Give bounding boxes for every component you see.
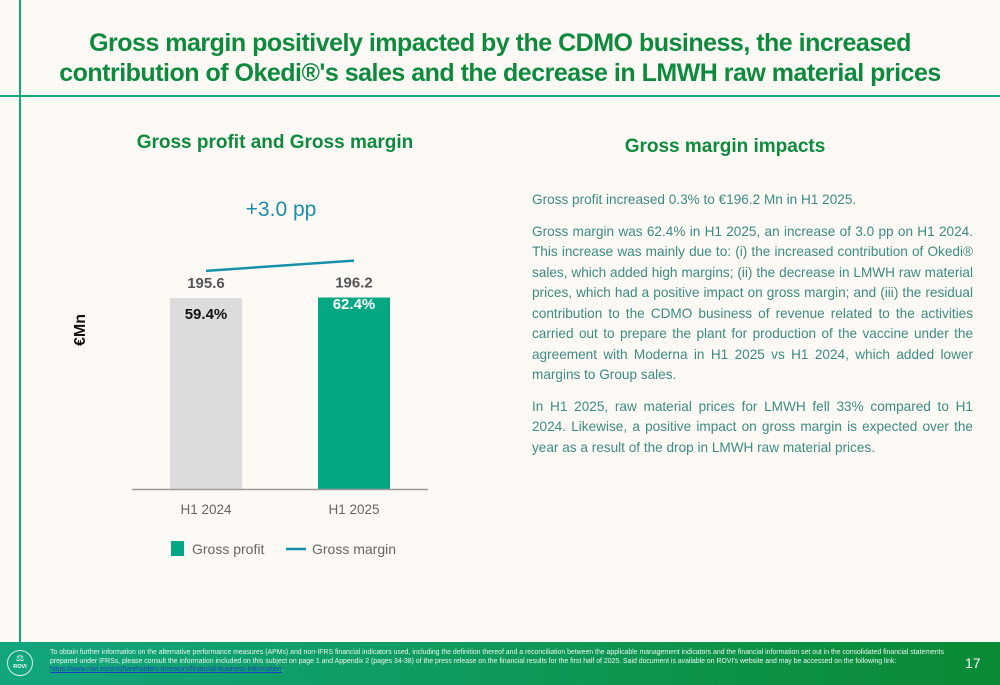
footer-link[interactable]: https://www.rovi.es/en/shareholders-inve… xyxy=(50,666,282,673)
y-axis-label: €Mn xyxy=(72,314,89,346)
legend-gross-profit-swatch xyxy=(171,541,184,556)
impacts-paragraph: In H1 2025, raw material prices for LMWH… xyxy=(532,398,973,455)
x-tick-label: H1 2024 xyxy=(180,502,232,517)
y-tick-label: 250 xyxy=(144,239,164,253)
impacts-heading: Gross margin impacts xyxy=(624,136,826,157)
page-number: 17 xyxy=(965,655,981,671)
rovi-logo: ⚖ ROVI xyxy=(7,650,33,676)
gross-profit-bar xyxy=(318,297,390,489)
gross-profit-value-label: 195.6 xyxy=(187,275,225,292)
x-tick-label: H1 2025 xyxy=(328,502,379,517)
gross-margin-line xyxy=(205,259,355,273)
footer-disclaimer: To obtain further information on the alt… xyxy=(50,649,945,673)
chart-heading: Gross profit and Gross margin xyxy=(136,132,414,153)
footer-bar: ⚖ ROVI To obtain further information on … xyxy=(0,642,1000,685)
y-tick-label: 100 xyxy=(144,385,164,399)
left-accent-line xyxy=(19,0,21,642)
slide-title: Gross margin positively impacted by the … xyxy=(59,29,941,87)
gross-profit-chart: 050100150200250 €Mn +3.0 pp 195.6196.259… xyxy=(72,198,428,557)
gross-margin-value-label: 59.4% xyxy=(185,306,228,323)
scales-icon: ⚖ xyxy=(15,653,25,663)
impacts-text: Gross profit increased 0.3% to €196.2 Mn… xyxy=(532,190,973,469)
legend-gross-profit-label: Gross profit xyxy=(192,541,264,557)
y-tick-label: 150 xyxy=(144,337,164,351)
gross-profit-value-label: 196.2 xyxy=(335,275,373,292)
gross-profit-bar xyxy=(170,298,242,489)
y-tick-label: 200 xyxy=(144,288,164,302)
y-tick-label: 50 xyxy=(151,434,165,448)
impacts-paragraph: Gross profit increased 0.3% to €196.2 Mn… xyxy=(532,192,857,207)
title-divider xyxy=(0,95,1000,97)
impacts-paragraph: Gross margin was 62.4% in H1 2025, an in… xyxy=(532,223,973,383)
margin-change-annotation: +3.0 pp xyxy=(246,198,317,221)
gross-margin-value-label: 62.4% xyxy=(333,296,376,313)
legend-gross-margin-label: Gross margin xyxy=(312,541,396,557)
